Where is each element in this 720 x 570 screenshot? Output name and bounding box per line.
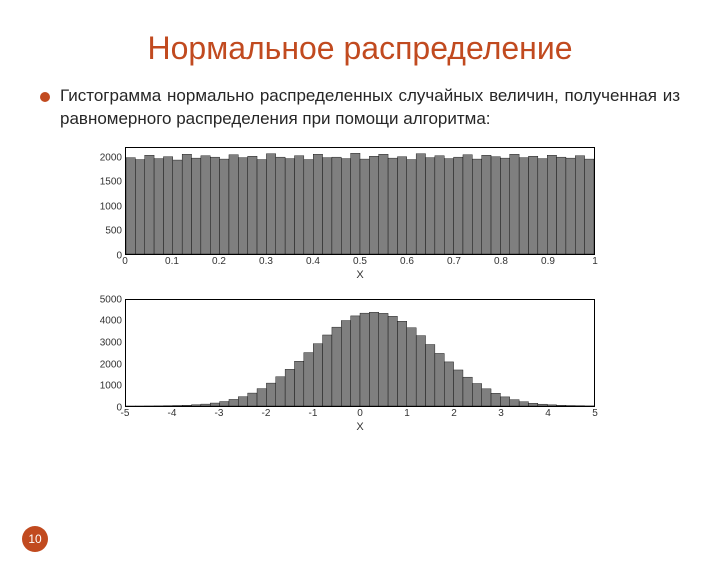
normal-x-ticks: -5-4-3-2-1012345: [125, 407, 595, 421]
normal-chart: 010002000300040005000 -5-4-3-2-1012345 X: [125, 299, 595, 433]
uniform-chart-area: 0500100015002000: [125, 147, 595, 255]
uniform-bars: [126, 148, 594, 254]
normal-bars: [126, 300, 594, 406]
charts-container: 0500100015002000 00.10.20.30.40.50.60.70…: [0, 147, 720, 433]
bullet-item: Гистограмма нормально распределенных слу…: [0, 85, 720, 131]
bullet-icon: [40, 92, 50, 102]
slide-title: Нормальное распределение: [0, 30, 720, 67]
normal-x-label: X: [125, 421, 595, 433]
uniform-x-ticks: 00.10.20.30.40.50.60.70.80.91: [125, 255, 595, 269]
page-number-badge: 10: [22, 526, 48, 552]
uniform-x-label: X: [125, 269, 595, 281]
uniform-y-ticks: 0500100015002000: [86, 148, 122, 254]
normal-chart-area: 010002000300040005000: [125, 299, 595, 407]
uniform-chart: 0500100015002000 00.10.20.30.40.50.60.70…: [125, 147, 595, 281]
bullet-text: Гистограмма нормально распределенных слу…: [60, 85, 680, 131]
normal-y-ticks: 010002000300040005000: [86, 300, 122, 406]
